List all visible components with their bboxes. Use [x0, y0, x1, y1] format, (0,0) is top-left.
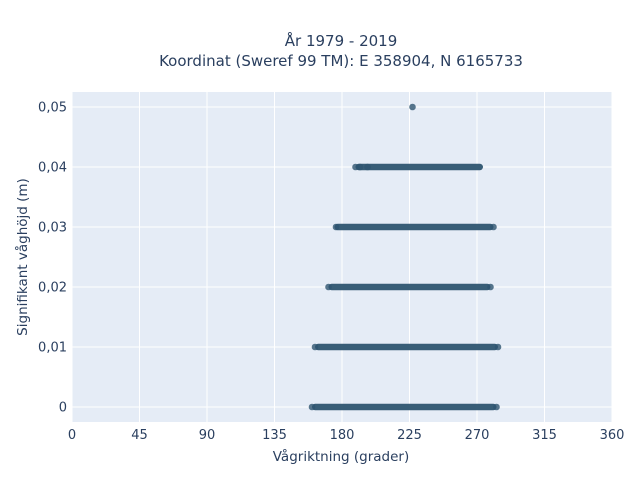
scatter-point-cluster: [312, 403, 497, 411]
scatter-point: [325, 283, 332, 291]
x-tick-label: 45: [131, 428, 148, 443]
x-tick-label: 0: [68, 428, 76, 443]
x-tick-label: 225: [397, 428, 422, 443]
y-tick-label: 0: [59, 401, 67, 416]
x-tick-label: 180: [330, 428, 355, 443]
scatter-point: [364, 163, 371, 171]
y-tick-label: 0,05: [38, 101, 67, 116]
y-tick-label: 0,03: [38, 221, 67, 236]
y-tick-label: 0,04: [38, 161, 67, 176]
scatter-point: [490, 223, 497, 231]
scatter-point: [308, 403, 316, 411]
y-tick-label: 0,02: [38, 281, 67, 296]
x-tick-label: 360: [600, 428, 625, 443]
x-tick-label: 315: [532, 428, 557, 443]
scatter-point-cluster: [355, 163, 483, 171]
scatter-point-cluster: [328, 283, 491, 291]
scatter-point-cluster: [334, 223, 494, 231]
x-axis-label: Vågriktning (grader): [273, 448, 410, 465]
scatter-point: [311, 343, 319, 351]
scatter-point: [356, 163, 364, 171]
data-points: [308, 103, 502, 411]
chart-title-line2: Koordinat (Sweref 99 TM): E 358904, N 61…: [159, 52, 523, 70]
scatter-point: [493, 403, 500, 411]
scatter-point: [494, 343, 502, 351]
y-axis-label: Signifikant våghöjd (m): [14, 178, 31, 336]
y-tick-label: 0,01: [38, 341, 67, 356]
scatter-point: [487, 283, 494, 291]
tick-labels: 0 45 90 135 180 225 270 315 360 0 0,01 0,02 0,03 0,04…: [38, 101, 624, 444]
x-tick-label: 135: [262, 428, 287, 443]
x-tick-label: 270: [465, 428, 490, 443]
x-tick-label: 90: [199, 428, 216, 443]
scatter-point-cluster: [315, 343, 498, 351]
scatter-point: [332, 223, 340, 231]
scatter-point: [409, 103, 416, 111]
chart-title-line1: År 1979 - 2019: [285, 31, 398, 50]
